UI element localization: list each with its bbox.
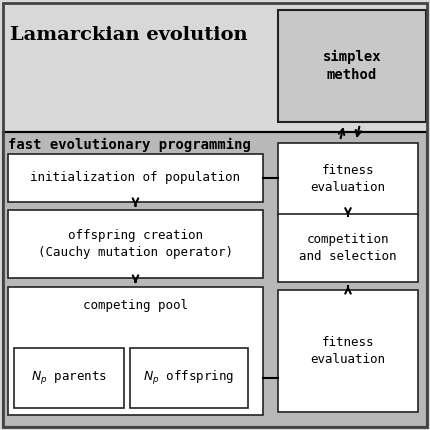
Bar [278,143,418,215]
Text: Lamarckian evolution: Lamarckian evolution [10,26,248,44]
Text: simplex
method: simplex method [322,50,381,82]
Text: competition
and selection: competition and selection [299,233,397,263]
Text: fitness
evaluation: fitness evaluation [310,164,386,194]
Bar [278,290,418,412]
Bar [0,0,430,130]
Text: offspring creation
(Cauchy mutation operator): offspring creation (Cauchy mutation oper… [38,229,233,259]
Bar [130,348,248,408]
Text: fitness
evaluation: fitness evaluation [310,336,386,366]
Text: $N_p$ offspring: $N_p$ offspring [143,369,235,387]
Bar [8,154,263,202]
Bar [278,10,426,122]
Bar [8,287,263,415]
Bar [3,132,427,427]
Bar [8,210,263,278]
Text: competing pool: competing pool [83,298,188,311]
Bar [14,348,124,408]
Bar [278,214,418,282]
Text: initialization of population: initialization of population [31,172,240,184]
Text: fast evolutionary programming: fast evolutionary programming [8,138,251,152]
Text: $N_p$ parents: $N_p$ parents [31,369,107,387]
